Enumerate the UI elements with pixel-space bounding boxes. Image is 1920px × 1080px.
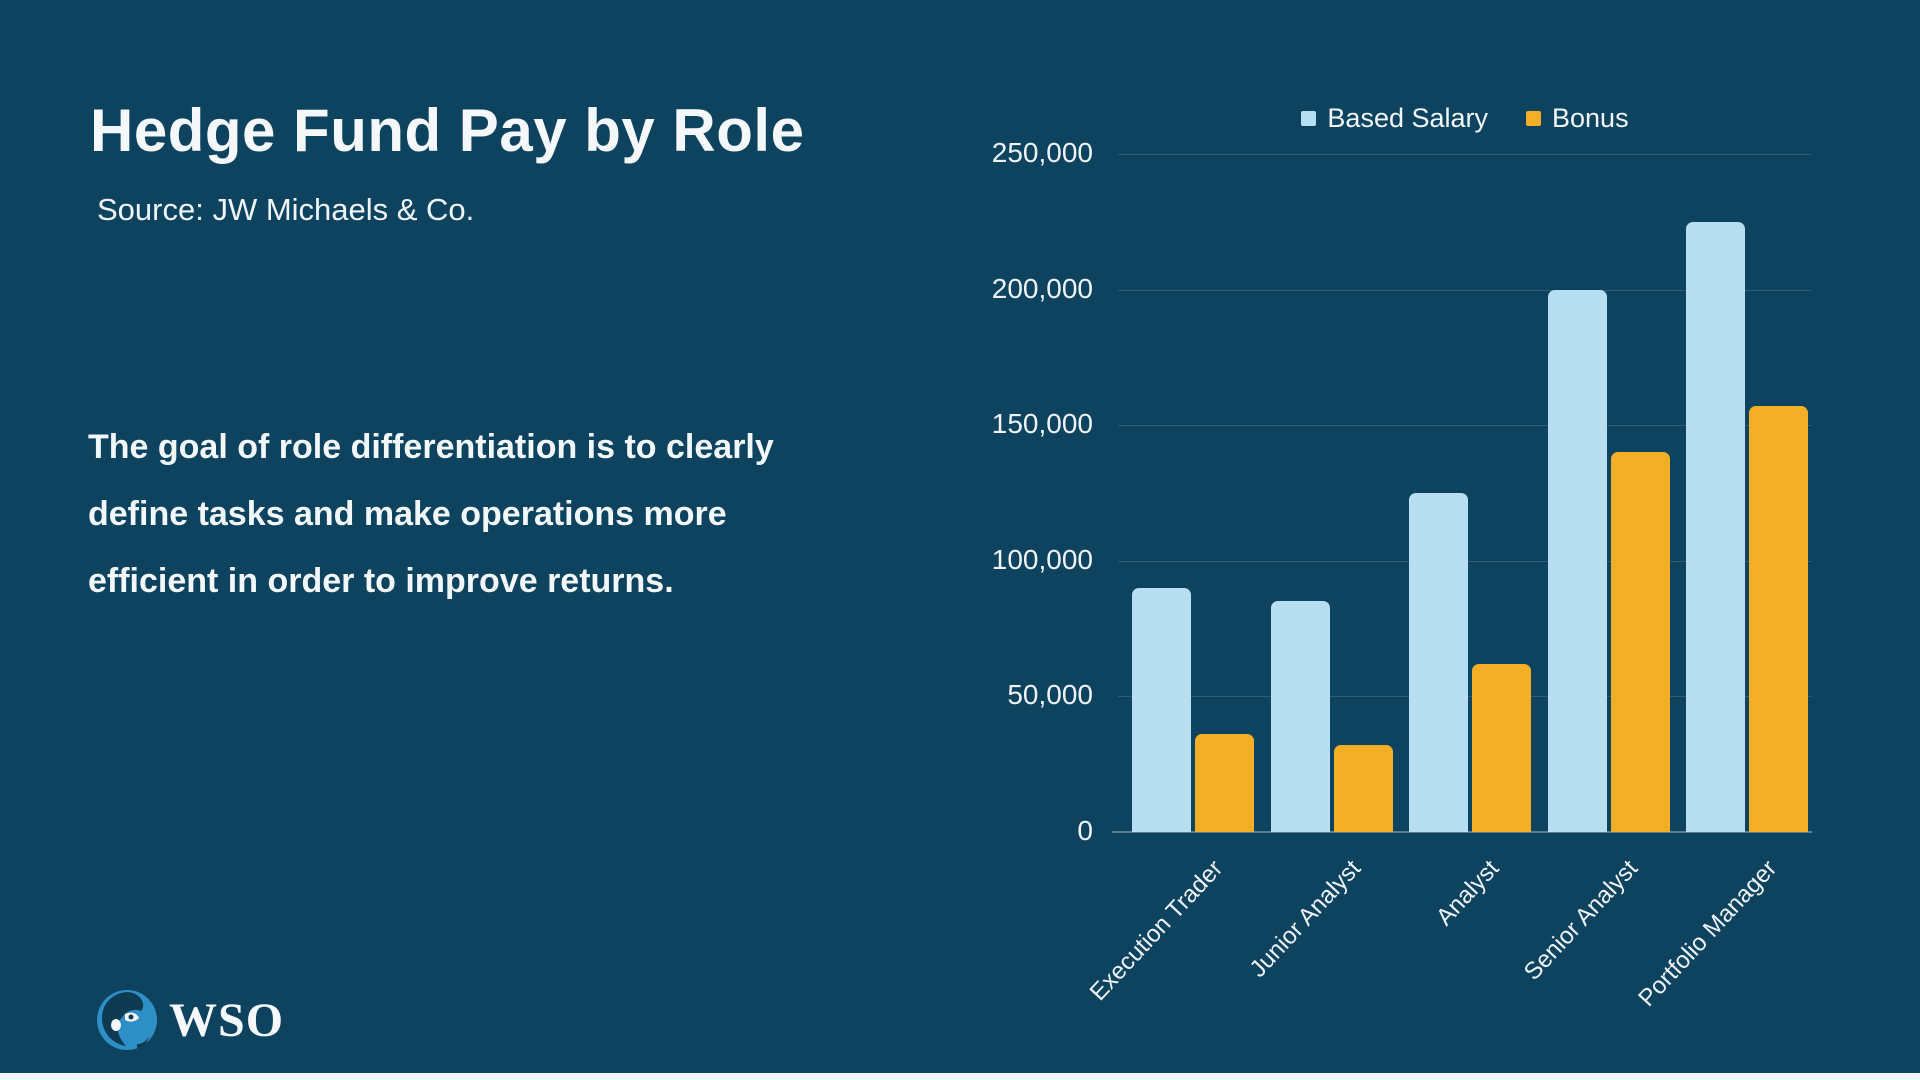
y-tick-label: 100,000 [991,543,1093,575]
bar-based-salary-execution-trader [1132,587,1191,832]
x-category-label: Portfolio Manager [1632,855,1782,1012]
x-category-label: Senior Analyst [1518,855,1644,986]
source-text: Source: JW Michaels & Co. [97,192,475,227]
legend-swatch-icon [1301,110,1317,126]
gridline [1118,289,1812,291]
y-tick-label: 50,000 [1007,679,1093,711]
x-category-label: Execution Trader [1084,855,1228,1007]
bar-based-salary-portfolio-manager [1686,221,1745,832]
wso-logo-text: WSO [169,993,285,1047]
wso-monkey-icon [97,990,157,1050]
gridline [1118,425,1812,427]
legend-item: Bonus [1526,103,1629,134]
x-axis-line [1112,831,1812,833]
bar-based-salary-analyst [1409,493,1468,832]
gridline [1118,154,1812,155]
chart-legend: Based Salary Bonus [1118,100,1812,136]
bottom-border [0,1073,1920,1080]
y-tick-label: 200,000 [991,272,1093,304]
x-category-label: Junior Analyst [1244,855,1367,983]
legend-swatch-icon [1526,110,1542,126]
page-title: Hedge Fund Pay by Role [90,97,805,164]
y-tick-label: 250,000 [991,137,1093,168]
description-line: define tasks and make operations more [88,495,727,533]
y-tick-label: 150,000 [991,408,1093,440]
bar-bonus-senior-analyst [1610,452,1670,832]
bar-based-salary-junior-analyst [1270,601,1330,832]
wso-logo: WSO [95,988,284,1052]
legend-item: Based Salary [1301,103,1488,134]
x-category-label: Analyst [1431,855,1505,931]
legend-label: Based Salary [1327,102,1489,133]
bar-bonus-portfolio-manager [1749,406,1808,832]
legend-label: Bonus [1552,102,1629,133]
description-text: The goal of role differentiation is to c… [88,414,774,615]
description-line: efficient in order to improve returns. [88,562,674,600]
description-line: The goal of role differentiation is to c… [88,428,774,466]
bar-bonus-analyst [1472,663,1531,832]
bar-bonus-execution-trader [1195,734,1254,832]
y-tick-label: 0 [1077,815,1093,846]
bar-based-salary-senior-analyst [1547,289,1607,832]
bar-bonus-junior-analyst [1333,745,1393,832]
